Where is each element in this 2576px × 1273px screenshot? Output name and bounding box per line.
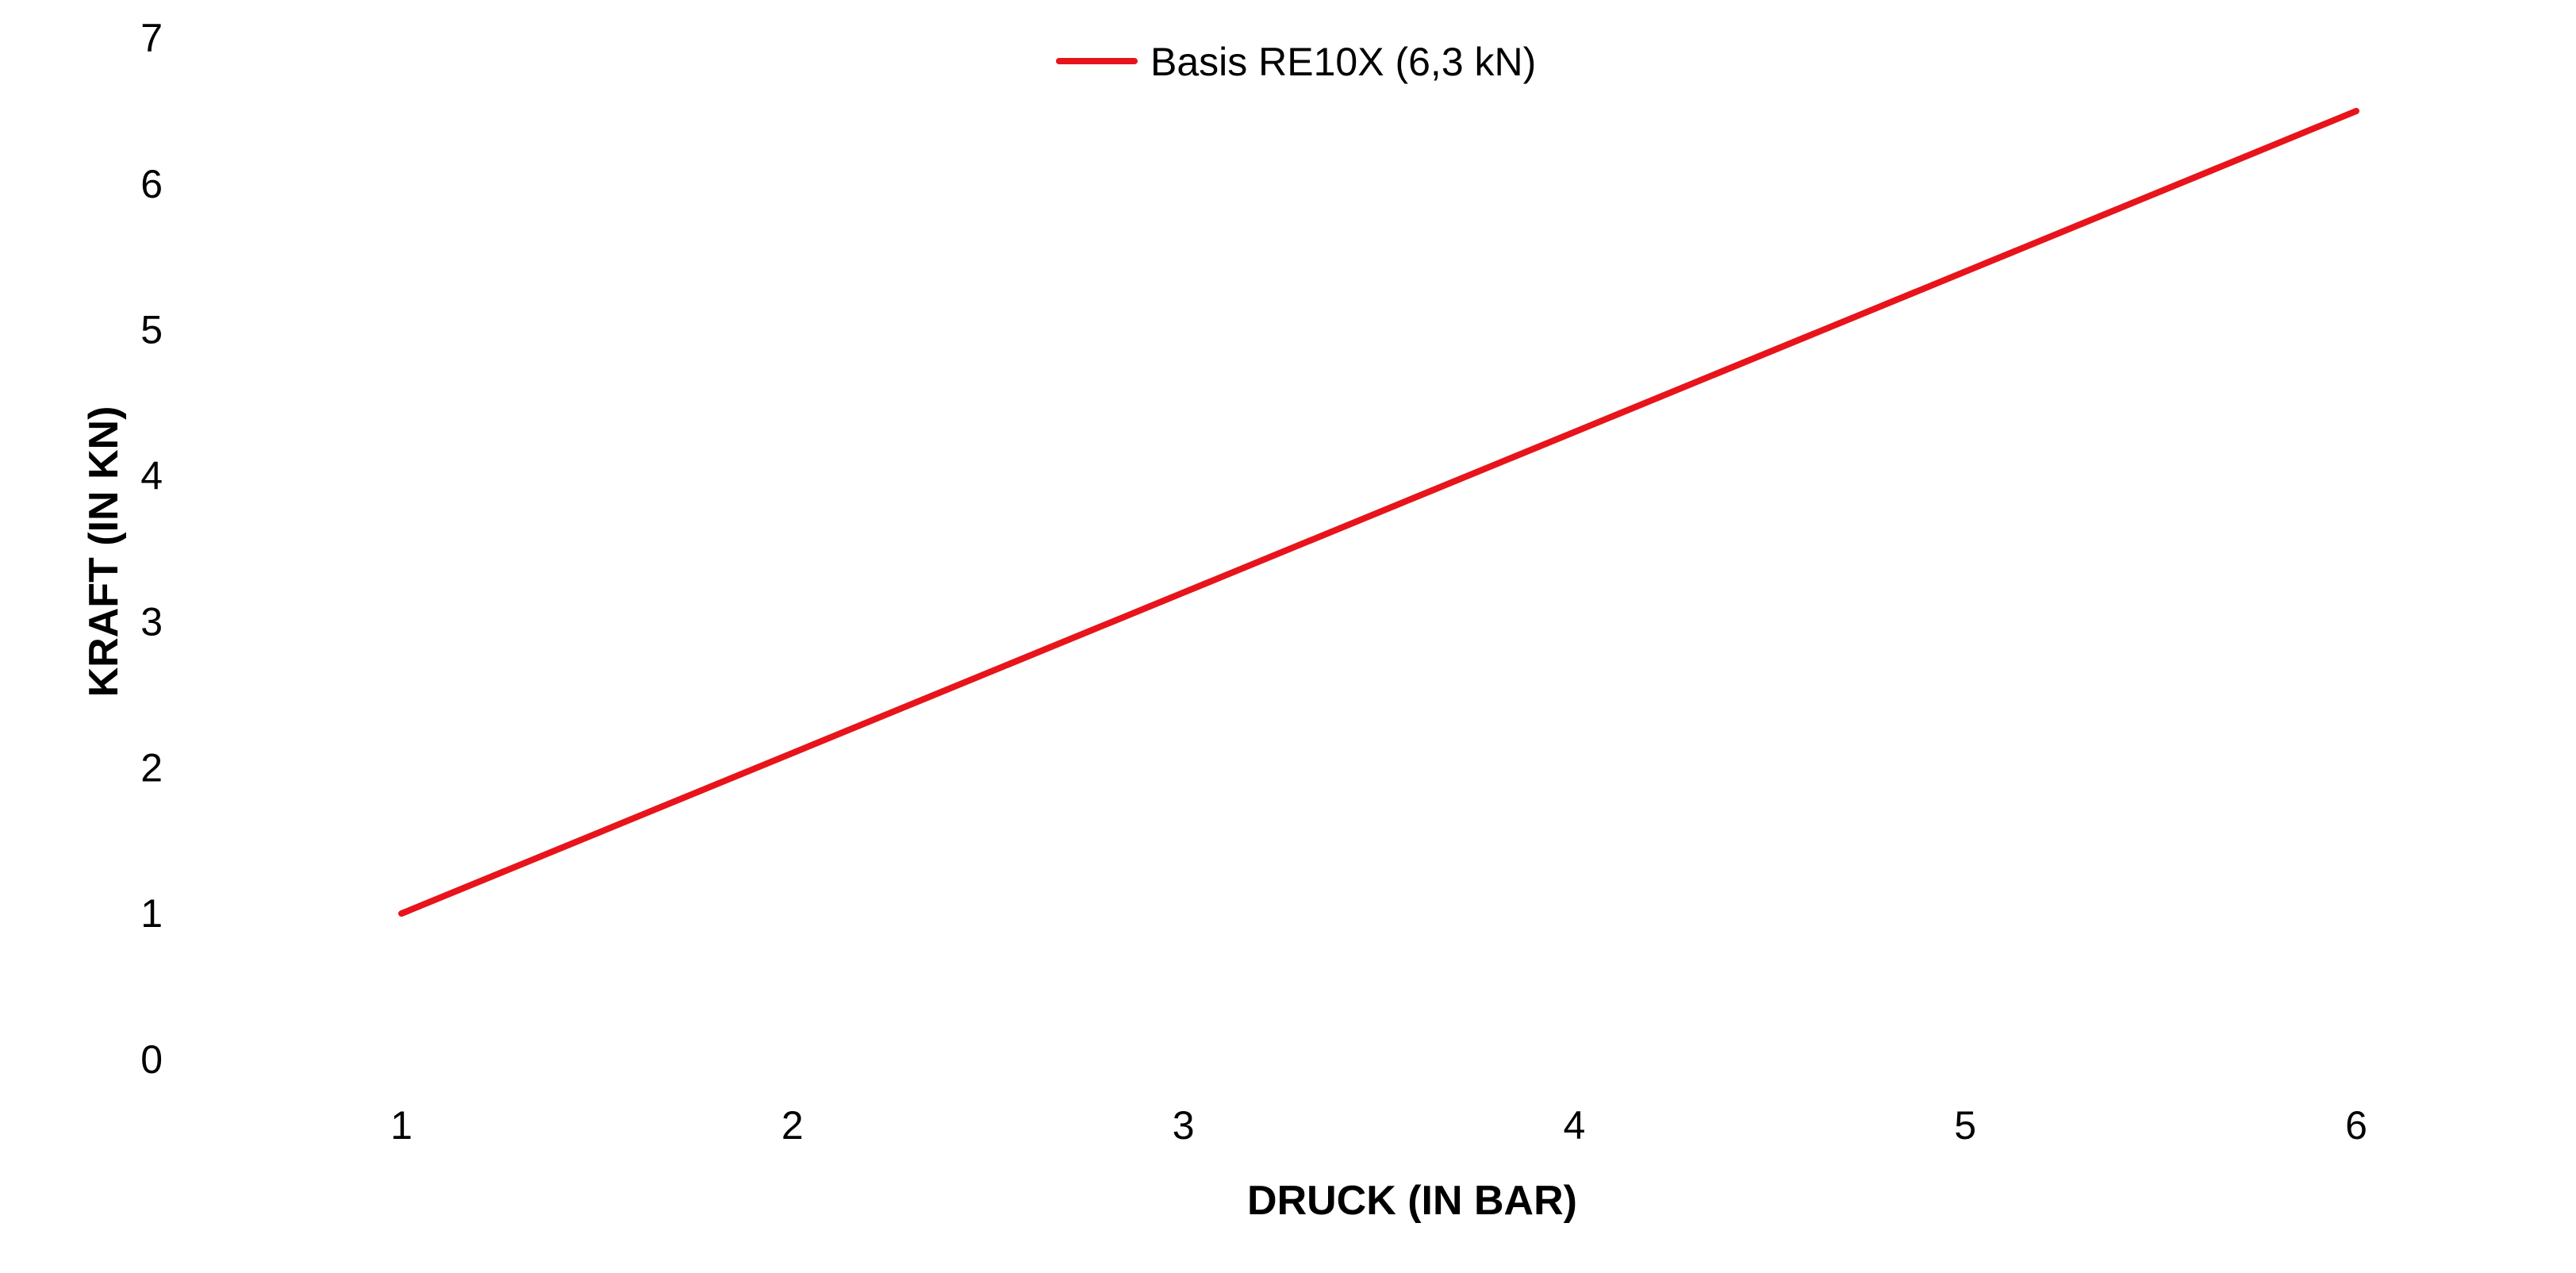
x-axis-ticks: 1 2 3 4 5 6 bbox=[390, 1103, 2367, 1148]
series-line-basis-re10x bbox=[398, 107, 2359, 917]
y-tick-label: 2 bbox=[140, 745, 163, 790]
x-tick-label: 5 bbox=[1954, 1103, 1976, 1148]
y-tick-label: 4 bbox=[140, 454, 163, 498]
x-tick-label: 6 bbox=[2345, 1103, 2367, 1148]
x-axis-title: DRUCK (IN BAR) bbox=[1247, 1178, 1577, 1224]
series-layer bbox=[398, 107, 2359, 917]
legend-label-basis-re10x: Basis RE10X (6,3 kN) bbox=[1150, 40, 1536, 84]
y-tick-label: 7 bbox=[140, 16, 163, 60]
y-tick-label: 3 bbox=[140, 599, 163, 644]
x-tick-label: 3 bbox=[1173, 1103, 1195, 1148]
x-tick-label: 1 bbox=[390, 1103, 413, 1148]
x-tick-label: 2 bbox=[781, 1103, 804, 1148]
y-tick-label: 1 bbox=[140, 891, 163, 936]
y-tick-label: 5 bbox=[140, 308, 163, 352]
y-axis-ticks: 0 1 2 3 4 5 6 7 bbox=[140, 16, 163, 1082]
legend: Basis RE10X (6,3 kN) bbox=[1056, 40, 1536, 84]
x-tick-label: 4 bbox=[1563, 1103, 1585, 1148]
y-tick-label: 0 bbox=[140, 1037, 163, 1082]
y-axis-title: KRAFT (IN KN) bbox=[81, 406, 127, 698]
y-tick-label: 6 bbox=[140, 162, 163, 206]
